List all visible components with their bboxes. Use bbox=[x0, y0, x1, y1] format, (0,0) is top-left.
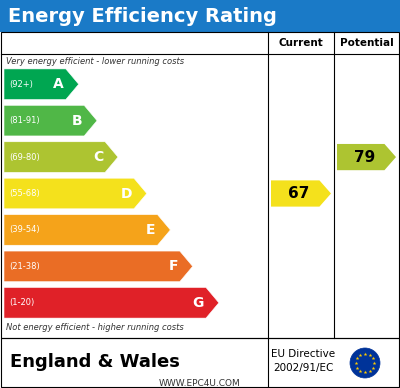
Text: (21-38): (21-38) bbox=[9, 262, 40, 271]
Text: (1-20): (1-20) bbox=[9, 298, 34, 307]
Text: Current: Current bbox=[279, 38, 323, 48]
Text: C: C bbox=[93, 150, 103, 164]
Circle shape bbox=[350, 348, 380, 378]
Text: (69-80): (69-80) bbox=[9, 152, 40, 161]
Polygon shape bbox=[337, 144, 396, 170]
Polygon shape bbox=[4, 251, 193, 282]
Text: England & Wales: England & Wales bbox=[10, 353, 180, 371]
Polygon shape bbox=[4, 106, 97, 136]
Text: (39-54): (39-54) bbox=[9, 225, 40, 234]
Polygon shape bbox=[271, 180, 331, 207]
Text: A: A bbox=[53, 77, 64, 91]
Text: D: D bbox=[120, 187, 132, 201]
Text: Not energy efficient - higher running costs: Not energy efficient - higher running co… bbox=[6, 323, 184, 332]
Text: E: E bbox=[146, 223, 156, 237]
Polygon shape bbox=[4, 215, 170, 245]
Text: EU Directive
2002/91/EC: EU Directive 2002/91/EC bbox=[272, 350, 336, 372]
Text: 79: 79 bbox=[354, 149, 375, 165]
Text: (92+): (92+) bbox=[9, 80, 33, 89]
Polygon shape bbox=[4, 288, 219, 318]
Text: F: F bbox=[168, 259, 178, 274]
Bar bbox=[0, 0, 400, 32]
Polygon shape bbox=[4, 69, 79, 99]
Bar bbox=[1, 338, 399, 387]
Text: (55-68): (55-68) bbox=[9, 189, 40, 198]
Polygon shape bbox=[4, 142, 118, 172]
Polygon shape bbox=[4, 178, 147, 209]
Text: Very energy efficient - lower running costs: Very energy efficient - lower running co… bbox=[6, 57, 184, 66]
Text: WWW.EPC4U.COM: WWW.EPC4U.COM bbox=[159, 379, 241, 388]
Text: G: G bbox=[193, 296, 204, 310]
Text: Energy Efficiency Rating: Energy Efficiency Rating bbox=[8, 7, 277, 26]
Text: Potential: Potential bbox=[340, 38, 393, 48]
Text: 67: 67 bbox=[288, 186, 310, 201]
Text: (81-91): (81-91) bbox=[9, 116, 40, 125]
Text: B: B bbox=[72, 114, 82, 128]
Bar bbox=[1, 32, 399, 338]
